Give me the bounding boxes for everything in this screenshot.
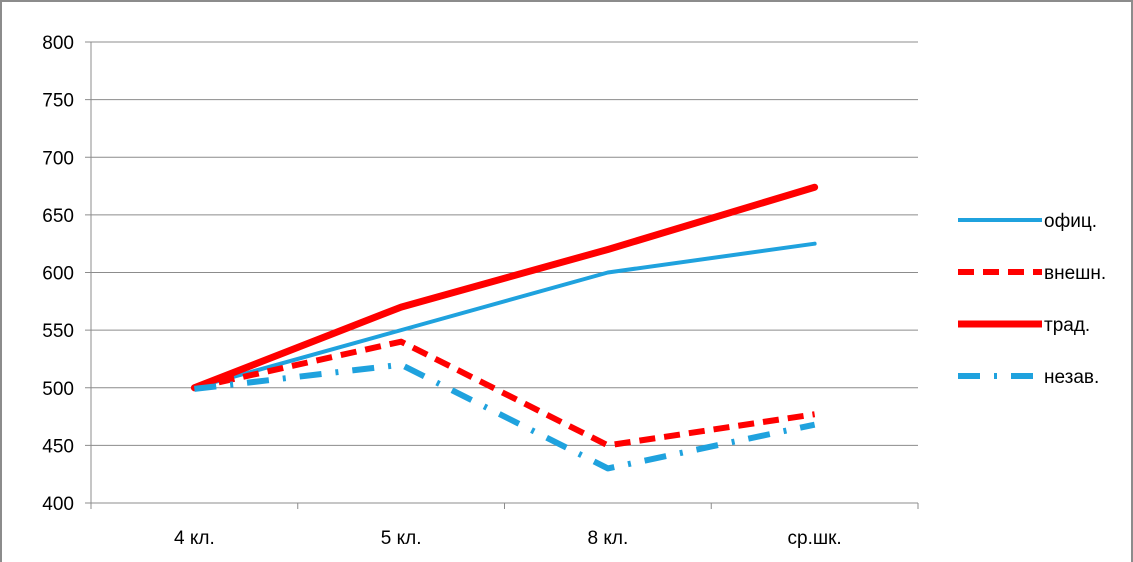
- legend-label: внешн.: [1044, 263, 1106, 284]
- legend-label: трад.: [1044, 315, 1090, 336]
- y-tick-label: 500: [42, 379, 74, 400]
- legend-label: офиц.: [1044, 211, 1097, 232]
- x-tick-label: 8 кл.: [588, 528, 629, 549]
- y-tick-label: 550: [42, 321, 74, 342]
- y-tick-label: 650: [42, 206, 74, 227]
- series-line-2: [193, 338, 816, 449]
- x-axis-tick-labels: 4 кл. 5 кл. 8 кл. ср.шк.: [174, 528, 842, 549]
- series-line-3: [190, 183, 819, 392]
- gridlines: [91, 41, 918, 446]
- series-lines: [190, 183, 819, 472]
- y-tick-label: 400: [42, 494, 74, 515]
- legend-label: незав.: [1044, 367, 1099, 388]
- y-tick-label: 700: [42, 148, 74, 169]
- x-tick-label: 5 кл.: [381, 528, 422, 549]
- y-axis-tick-labels: 400 450 500 550 600 650 700 750 800: [42, 33, 74, 515]
- y-tick-label: 600: [42, 264, 74, 285]
- series-line-1: [192, 241, 817, 390]
- axes: [85, 41, 919, 509]
- legend: офиц. внешн. трад. незав.: [958, 211, 1106, 388]
- series-line-4: [194, 361, 816, 472]
- y-tick-label: 750: [42, 91, 74, 112]
- y-tick-label: 450: [42, 436, 74, 457]
- x-tick-label: 4 кл.: [174, 528, 215, 549]
- x-tick-label: ср.шк.: [788, 528, 842, 549]
- y-tick-label: 800: [42, 33, 74, 54]
